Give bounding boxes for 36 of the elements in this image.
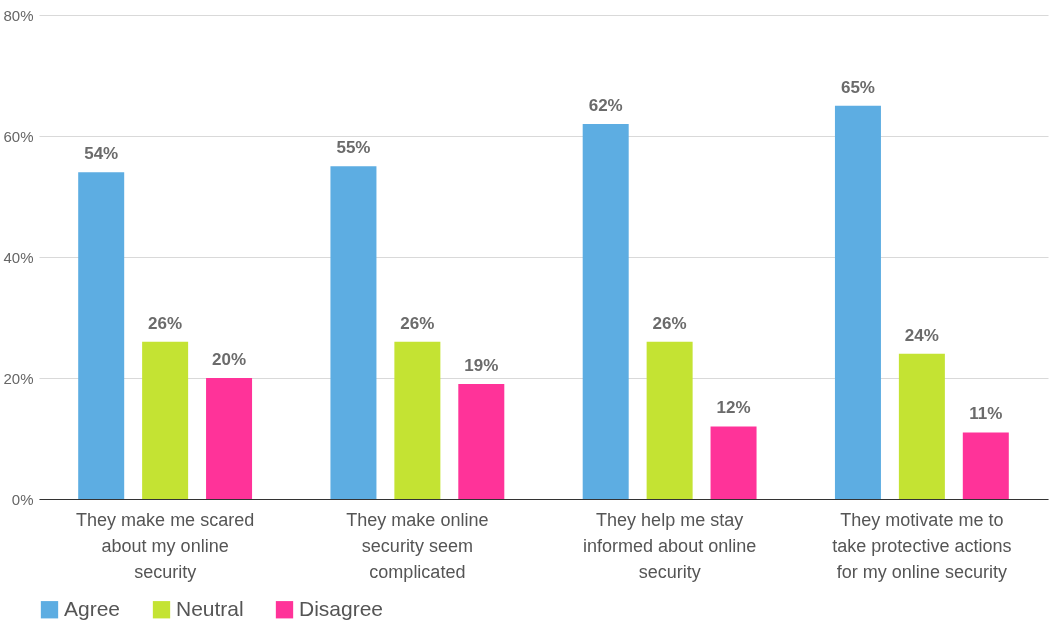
bar [206,378,253,499]
data-label: 24% [904,325,939,345]
x-tick-label: They make me scared about my online security [76,509,255,582]
y-tick-label: 0% [11,490,34,508]
x-tick-label: They make online security seem complicated [346,509,489,582]
bar [458,384,505,499]
data-label: 20% [212,350,247,369]
data-label: 26% [148,313,183,333]
bar [142,341,189,499]
legend-label: Disagree [299,596,384,620]
legend-label: Agree [64,596,121,620]
bar [710,426,757,499]
x-tick-label: They help me stay informed about online security [583,509,757,582]
bar [394,341,441,499]
bar [898,353,945,499]
y-tick-label: 60% [3,127,34,145]
data-label: 65% [840,77,875,97]
legend-label: Neutral [176,596,244,620]
data-label: 11% [969,404,1003,424]
data-label: 54% [84,144,119,164]
data-label: 62% [588,95,623,115]
x-tick-label: They motivate me to take protective actions for my online security [832,509,1012,582]
data-label: 26% [652,313,687,333]
y-tick-label: 80% [3,6,34,24]
bar [646,341,693,499]
bar [78,172,125,499]
bar [834,105,881,499]
data-label: 55% [336,138,371,158]
data-label: 12% [716,398,751,418]
bar [582,123,629,499]
bar [962,432,1009,499]
bar [330,166,377,499]
y-tick-label: 40% [3,248,34,266]
data-label: 26% [400,313,435,333]
data-label: 19% [464,356,499,376]
y-tick-label: 20% [3,369,34,387]
